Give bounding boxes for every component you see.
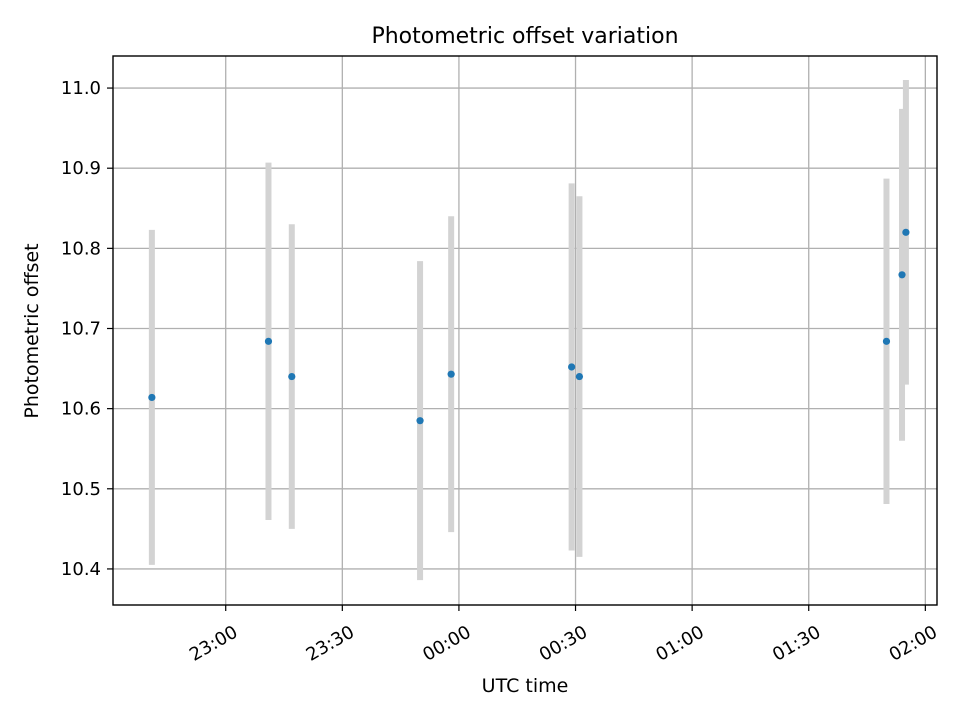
x-tick-label: 00:00 [419, 622, 474, 666]
data-point [416, 417, 424, 425]
y-tick-label: 10.7 [61, 318, 101, 339]
x-axis-label: UTC time [482, 675, 569, 697]
data-point [882, 337, 891, 345]
y-axis-label: Photometric offset [21, 243, 43, 418]
x-tick-label: 01:30 [769, 622, 824, 666]
data-point [264, 337, 273, 345]
x-tick-label: 02:00 [886, 622, 941, 666]
y-tick-label: 10.9 [61, 158, 101, 179]
y-tick-label: 10.6 [61, 399, 101, 420]
plot-area-frame [112, 55, 938, 606]
y-tick-label: 10.4 [61, 559, 101, 580]
y-tick-label: 11.0 [61, 78, 101, 99]
data-points [148, 228, 910, 425]
x-axis-ticks: 23:00 23:30 00:00 00:30 01:00 01:30 02:00 [186, 605, 941, 666]
data-point [902, 228, 910, 236]
x-tick-label: 01:00 [652, 622, 707, 666]
y-axis-ticks: 10.4 10.5 10.6 10.7 10.8 10.9 11.0 [61, 78, 113, 580]
x-tick-label: 23:00 [186, 622, 241, 666]
grid [113, 56, 937, 605]
data-point [447, 370, 455, 378]
x-tick-label: 00:30 [536, 622, 591, 666]
data-point [148, 393, 156, 402]
data-point [288, 372, 296, 381]
data-point [898, 271, 906, 279]
y-tick-label: 10.8 [61, 238, 101, 259]
x-tick-label: 23:30 [303, 622, 358, 666]
data-point [575, 372, 584, 381]
y-tick-label: 10.5 [61, 479, 101, 500]
error-bars [148, 80, 909, 581]
data-point [568, 363, 576, 371]
chart-title: Photometric offset variation [371, 24, 678, 49]
